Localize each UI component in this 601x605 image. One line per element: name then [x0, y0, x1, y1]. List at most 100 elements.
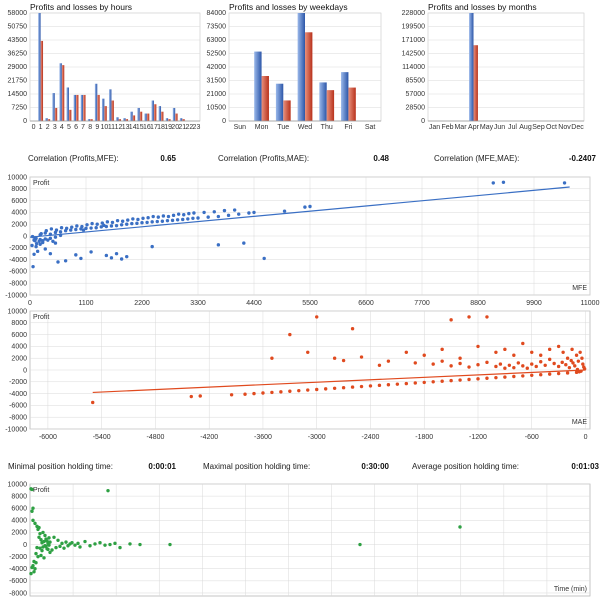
mfe-point	[105, 220, 110, 224]
weekdays-xtick-label: Fri	[344, 124, 353, 131]
time-point	[52, 535, 56, 539]
mfe-xtick-label: 9900	[526, 300, 542, 307]
hours-bar	[76, 94, 79, 121]
hours-bar	[144, 113, 147, 121]
time-point	[58, 544, 62, 549]
mae-xtick-label: -4800	[146, 434, 164, 441]
mae-point	[467, 315, 471, 319]
correlation-mfe-mae-label: Correlation (MFE,MAE):	[434, 154, 519, 163]
mfe-point	[130, 221, 134, 226]
mae-point	[543, 363, 547, 367]
hours-bar	[118, 119, 121, 121]
mae-point	[458, 361, 462, 366]
max-holding-time-value: 0:30:00	[361, 462, 389, 471]
profit-vs-mae-scatter: 1000080006000400020000-2000-4000-6000-80…	[5, 308, 591, 441]
mae-point	[560, 360, 564, 365]
hours-bar	[132, 115, 136, 121]
mae-xtick-label: 0	[584, 434, 588, 441]
mae-ytick-label: 0	[23, 367, 27, 374]
months-chart-title: Profits and losses by months	[428, 2, 537, 12]
months-ytick-label: 142500	[402, 51, 425, 58]
mfe-point	[216, 243, 221, 247]
hours-bar	[175, 113, 178, 121]
mae-point	[270, 356, 274, 360]
mfe-point	[46, 238, 50, 242]
mfe-xtick-label: 4400	[246, 300, 262, 307]
mfe-ytick-label: -2000	[9, 245, 27, 252]
mfe-point	[242, 241, 246, 245]
time-point	[48, 550, 52, 555]
mae-point	[576, 359, 581, 363]
hours-bar	[68, 109, 72, 121]
mae-point	[539, 360, 543, 364]
weekdays-ytick-label: 63000	[207, 37, 227, 44]
mfe-point	[226, 213, 231, 218]
hours-ytick-label: 29000	[8, 64, 28, 71]
hours-xtick-label: 18	[157, 124, 165, 131]
mae-point	[575, 367, 580, 372]
mae-point	[413, 381, 417, 385]
weekdays-bar	[283, 100, 291, 121]
months-bar	[469, 13, 474, 121]
mfe-point	[44, 228, 48, 233]
mfe-ytick-label: -4000	[9, 257, 27, 264]
mfe-point	[30, 243, 34, 248]
hours-xtick-label: 23	[193, 124, 201, 131]
mae-point	[485, 315, 489, 319]
mfe-point	[175, 218, 180, 222]
hours-bar	[83, 94, 86, 121]
hours-bar	[146, 113, 150, 121]
mfe-series-label: Profit	[33, 180, 49, 187]
hours-bar	[158, 106, 162, 121]
hours-bar	[101, 98, 105, 121]
mae-point	[552, 361, 556, 366]
hours-bar	[52, 93, 55, 121]
mae-point	[261, 391, 265, 395]
mfe-xtick-label: 11000	[581, 300, 600, 307]
mae-point	[574, 370, 579, 375]
mfe-point	[126, 218, 130, 222]
hours-bar	[153, 104, 157, 121]
mae-series-label: Profit	[33, 314, 49, 321]
mae-point	[323, 387, 328, 391]
hours-ytick-label: 14500	[8, 91, 28, 98]
mfe-point	[155, 219, 159, 224]
correlation-profits-mae-value: 0.48	[373, 154, 389, 163]
mae-point	[449, 364, 453, 368]
mae-point	[449, 318, 453, 322]
mfe-point	[115, 218, 120, 223]
mfe-ytick-label: 6000	[11, 198, 27, 205]
time-point	[48, 540, 52, 544]
hours-bar	[104, 106, 107, 121]
mfe-point	[308, 204, 312, 209]
hours-xtick-label: 11	[108, 124, 115, 131]
time-point	[31, 506, 35, 510]
mae-point	[494, 350, 498, 354]
mae-ytick-label: -10000	[5, 426, 27, 433]
mae-point	[332, 386, 337, 390]
mfe-point	[75, 224, 79, 228]
mae-ytick-label: -6000	[9, 403, 27, 410]
hours-xtick-label: 7	[81, 124, 85, 131]
time-ytick-label: -6000	[9, 578, 27, 585]
mae-point	[476, 344, 480, 349]
mfe-point	[53, 241, 58, 245]
mae-point	[503, 366, 507, 370]
weekdays-bar	[297, 13, 305, 121]
mfe-xtick-label: 0	[28, 300, 32, 307]
hours-ytick-label: 43500	[8, 37, 28, 44]
mae-point	[494, 375, 498, 380]
time-ytick-label: -2000	[9, 554, 27, 561]
max-holding-time-label: Maximal position holding time:	[203, 462, 310, 471]
hours-bar	[161, 111, 164, 121]
time-point	[118, 545, 122, 550]
mae-point	[530, 373, 534, 378]
hours-xtick-label: 12	[115, 124, 123, 131]
mfe-point	[140, 221, 144, 225]
time-point	[34, 561, 38, 565]
hours-bar	[73, 94, 77, 121]
mfe-point	[84, 226, 88, 231]
time-point	[128, 542, 132, 546]
mae-point	[525, 366, 529, 370]
time-point	[54, 545, 58, 550]
